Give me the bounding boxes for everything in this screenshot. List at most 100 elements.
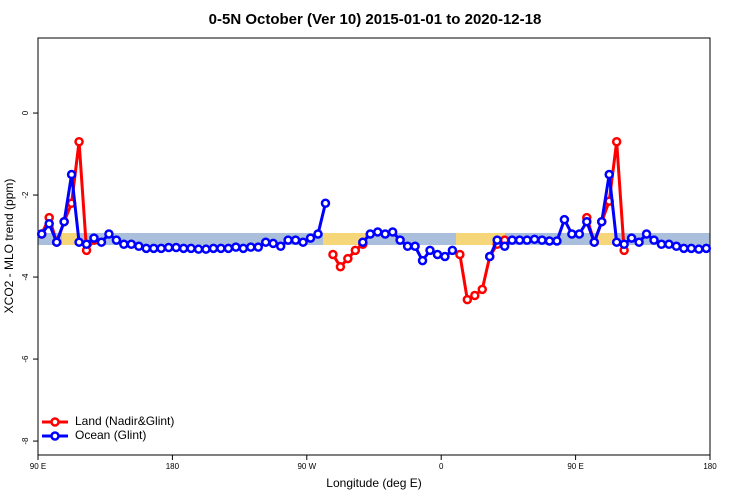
point xyxy=(664,239,674,249)
point xyxy=(134,241,144,252)
point xyxy=(507,235,517,245)
point xyxy=(141,243,152,254)
point xyxy=(402,241,413,252)
chart-title: 0-5N October (Ver 10) 2015-01-01 to 2020… xyxy=(209,11,542,28)
point xyxy=(544,236,555,246)
point xyxy=(596,216,607,227)
point xyxy=(387,227,398,237)
point xyxy=(529,234,540,245)
point xyxy=(275,241,286,252)
point xyxy=(320,198,331,208)
point xyxy=(343,253,353,264)
point xyxy=(432,249,443,260)
point xyxy=(126,239,137,249)
point xyxy=(223,243,234,254)
point xyxy=(201,244,211,254)
band-land xyxy=(456,233,505,245)
point xyxy=(51,237,62,247)
x-tick-label: 180 xyxy=(166,462,180,471)
point xyxy=(313,229,323,239)
point xyxy=(619,239,629,249)
point xyxy=(626,233,637,243)
point xyxy=(216,243,226,254)
point xyxy=(470,290,480,301)
point xyxy=(537,235,547,245)
point xyxy=(238,243,249,254)
point xyxy=(178,243,189,254)
point xyxy=(552,236,562,246)
band-land xyxy=(598,233,614,245)
point xyxy=(59,216,69,227)
point xyxy=(425,245,435,256)
point xyxy=(268,238,278,249)
y-tick-label: 0 xyxy=(21,110,30,115)
point xyxy=(522,235,532,245)
x-tick-label: 90 E xyxy=(30,462,46,471)
legend-label: Land (Nadir&Glint) xyxy=(75,414,174,428)
point xyxy=(611,237,622,247)
point xyxy=(36,229,47,239)
x-tick-label: 90 W xyxy=(297,462,316,471)
point xyxy=(499,241,510,252)
point xyxy=(634,237,644,247)
point xyxy=(701,243,712,254)
point xyxy=(417,255,428,266)
point xyxy=(186,243,196,254)
point xyxy=(686,243,697,254)
band-land xyxy=(62,233,78,245)
y-tick-label: -8 xyxy=(21,437,30,445)
point xyxy=(492,235,502,245)
point xyxy=(298,237,308,247)
point xyxy=(81,239,92,249)
point xyxy=(231,242,241,252)
point xyxy=(455,249,465,260)
point xyxy=(96,237,107,247)
point xyxy=(335,262,346,272)
y-tick-label: -2 xyxy=(21,191,30,199)
legend-marker xyxy=(50,417,60,427)
point xyxy=(641,229,652,239)
x-axis-label: Longitude (deg E) xyxy=(326,476,421,490)
point xyxy=(567,229,577,239)
point xyxy=(440,251,450,262)
point xyxy=(89,233,99,243)
y-axis-label: XCO2 - MLO trend (ppm) xyxy=(2,179,16,314)
y-tick-label: -6 xyxy=(21,355,30,363)
point xyxy=(290,235,301,245)
point xyxy=(462,294,473,305)
point xyxy=(66,169,77,180)
point xyxy=(208,243,219,254)
point xyxy=(119,239,129,249)
point xyxy=(156,243,166,254)
point xyxy=(163,242,174,253)
point xyxy=(447,245,458,256)
point xyxy=(372,227,383,237)
x-tick-label: 90 E xyxy=(567,462,583,471)
point xyxy=(171,242,181,253)
point xyxy=(604,169,614,180)
point xyxy=(649,235,659,245)
point xyxy=(484,251,495,262)
y-tick-label: -4 xyxy=(21,273,30,281)
point xyxy=(260,237,271,247)
point xyxy=(246,242,256,252)
point xyxy=(350,245,361,256)
point xyxy=(395,235,405,245)
point xyxy=(283,235,293,245)
point xyxy=(582,216,592,227)
point xyxy=(365,229,376,239)
point xyxy=(328,249,338,260)
point xyxy=(111,235,122,245)
point xyxy=(193,244,204,254)
point xyxy=(671,241,682,252)
point xyxy=(694,244,704,254)
point xyxy=(410,241,420,252)
point xyxy=(44,218,54,229)
point xyxy=(679,243,689,254)
x-tick-label: 0 xyxy=(439,462,444,471)
point xyxy=(305,233,316,243)
point xyxy=(514,235,525,245)
point xyxy=(656,239,667,249)
point xyxy=(148,243,159,254)
